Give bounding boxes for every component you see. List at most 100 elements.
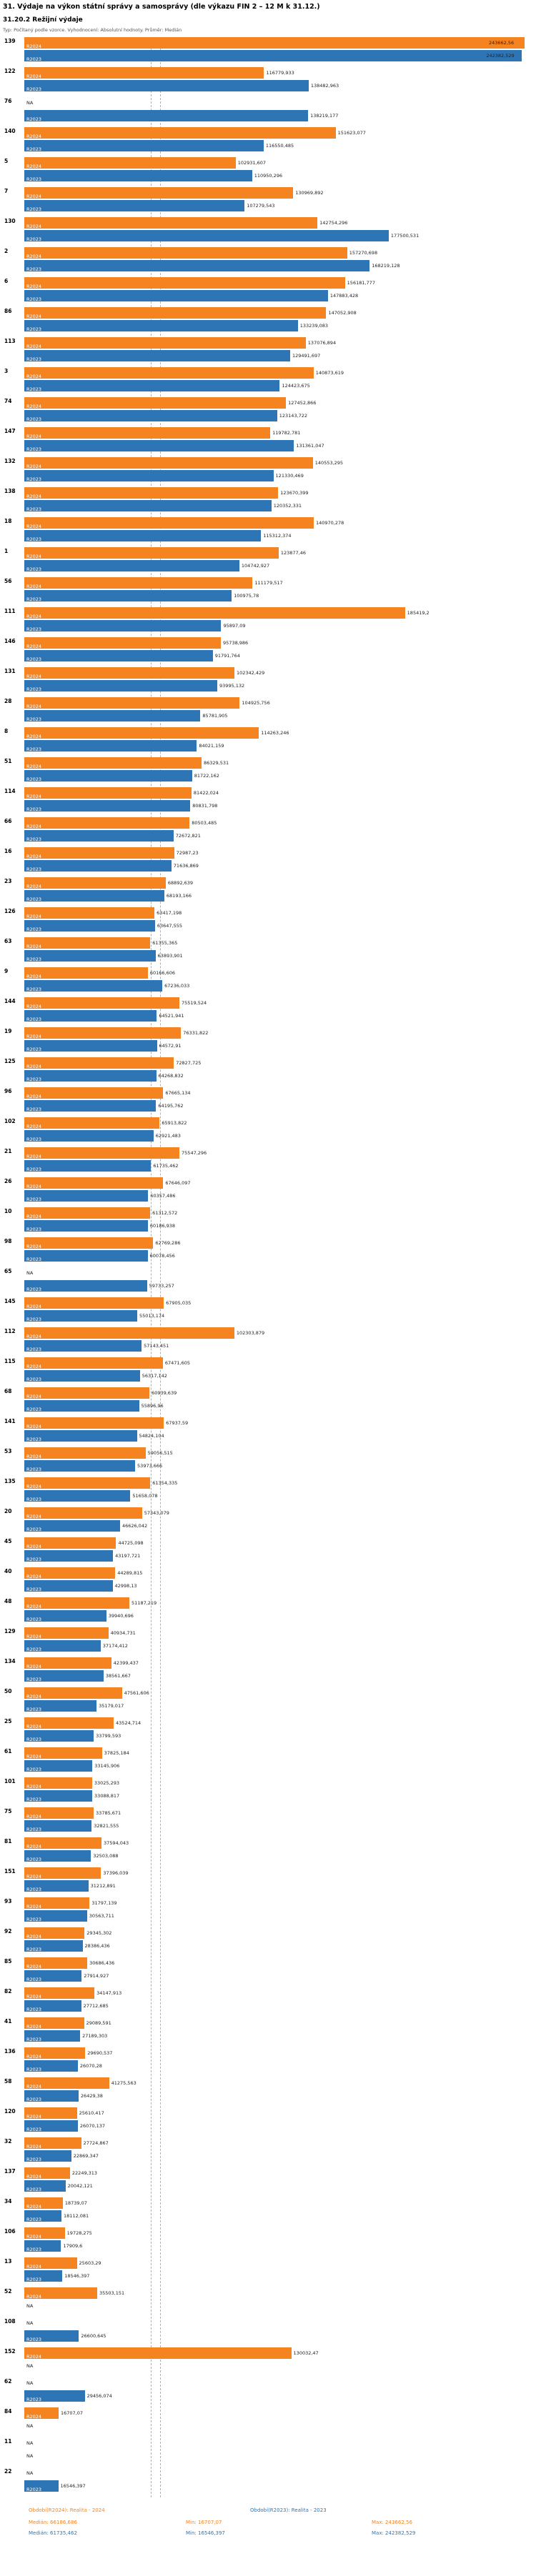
bar-chart: 139 R2024 243662,56 R2023 242382,529 122 R2024… — [0, 37, 536, 2497]
value-label: 63893,901 — [157, 953, 183, 959]
series-tag: R2023 — [26, 2397, 42, 2402]
row-bars: R2024 140553,295 R2023 121330,469 — [24, 457, 536, 487]
value-label: 123877,46 — [280, 550, 307, 556]
bar-track-r2023: R2023 32503,088 — [24, 1850, 536, 1862]
bar-track-r2023: R2023 110950,296 — [24, 170, 536, 181]
value-label: 116550,485 — [265, 143, 294, 149]
row-bars: R2024 34147,913 R2023 27712,685 — [24, 1987, 536, 2017]
bar-r2024: R2024 — [24, 727, 259, 739]
row-id-label: 82 — [4, 1988, 12, 1995]
value-label: 60357,486 — [150, 1193, 176, 1199]
row-id-label: 108 — [4, 2318, 16, 2325]
row-id-label: 85 — [4, 1958, 12, 1965]
bar-r2024: R2024 — [24, 547, 279, 559]
value-label: 16546,397 — [60, 2483, 86, 2489]
bar-r2023: R2023 — [24, 1250, 148, 1262]
chart-row: 66 R2024 80503,485 R2023 72672,821 — [0, 817, 536, 847]
bar-track-r2023: R2023 168219,128 — [24, 260, 536, 271]
series-tag: R2023 — [26, 1257, 42, 1262]
bar-track-r2023: R2023 51658,078 — [24, 1490, 536, 1502]
series-tag: R2023 — [26, 807, 42, 812]
bar-r2024: R2024 — [24, 1567, 116, 1579]
value-label: 61312,572 — [152, 1210, 178, 1216]
bar-track-r2024: R2024 51187,219 — [24, 1597, 536, 1609]
bar-r2024: R2024 — [24, 2047, 86, 2059]
bar-r2023: R2023 — [24, 2000, 81, 2012]
row-id-label: 22 — [4, 2468, 12, 2475]
bar-track-r2023: R2023 115312,374 — [24, 530, 536, 541]
value-label: 104742,927 — [241, 563, 270, 569]
na-label: NA — [26, 1270, 34, 1276]
value-label: 68892,639 — [167, 880, 194, 886]
row-id-label: 101 — [4, 1778, 16, 1784]
row-bars: R2024 33785,671 R2023 32821,555 — [24, 1807, 536, 1837]
bar-track-r2024: R2024 63417,198 — [24, 907, 536, 919]
bar-r2024: R2024 — [24, 1417, 164, 1429]
row-id-label: 75 — [4, 1808, 12, 1814]
bar-track-r2024: R2024 60939,639 — [24, 1387, 536, 1399]
bar-r2024: R2024 — [24, 457, 313, 469]
bar-r2024: R2024 — [24, 1297, 164, 1309]
bar-r2023: R2023 — [24, 1850, 91, 1862]
row-id-label: 21 — [4, 1148, 12, 1154]
row-bars: R2024 67471,605 R2023 56317,142 — [24, 1357, 536, 1387]
bar-r2023: R2023 — [24, 1580, 113, 1592]
bar-r2024: R2024 — [24, 1717, 114, 1729]
value-label: 85781,905 — [202, 713, 228, 719]
value-label: 114263,246 — [261, 730, 289, 736]
bar-track-r2023: R2023 32821,555 — [24, 1820, 536, 1832]
series-tag: R2023 — [26, 2097, 42, 2102]
bar-r2023: R2023 — [24, 2390, 85, 2402]
row-bars: R2024 72987,23 R2023 71636,869 — [24, 847, 536, 877]
row-bars: R2024 151623,077 R2023 116550,485 — [24, 127, 536, 157]
row-id-label: 58 — [4, 2078, 12, 2085]
series-tag: R2024 — [26, 2174, 42, 2179]
value-label: 60078,456 — [149, 1253, 175, 1259]
bar-track-r2024: R2024 86329,531 — [24, 757, 536, 769]
bar-r2024: R2024 — [24, 907, 155, 919]
row-bars: R2024 25610,417 R2023 26070,137 — [24, 2107, 536, 2137]
chart-row: 21 R2024 75547,296 R2023 61735,462 — [0, 1147, 536, 1177]
bar-r2024: R2024 — [24, 1087, 164, 1099]
series-tag: R2023 — [26, 1917, 42, 1922]
series-tag: R2023 — [26, 2007, 42, 2012]
bar-r2024: R2024 — [24, 157, 236, 169]
bar-r2023: R2023 — [24, 2150, 71, 2162]
row-bars: R2024 43524,714 R2023 33799,593 — [24, 1717, 536, 1747]
bar-track-r2024: R2024 95738,986 — [24, 637, 536, 649]
value-label: 138219,177 — [310, 113, 339, 119]
bar-r2023: R2023 — [24, 2030, 81, 2042]
bar-r2023: R2023 — [24, 830, 174, 842]
bar-track-r2023: R2023 20042,121 — [24, 2180, 536, 2192]
row-id-label: 61 — [4, 1748, 12, 1754]
series-tag: R2023 — [26, 2067, 42, 2072]
series-tag: R2024 — [26, 1094, 42, 1099]
row-bars: R2024 62769,286 R2023 60078,456 — [24, 1237, 536, 1267]
bar-track-r2024: R2024 140970,278 — [24, 517, 536, 529]
chart-row: 18 R2024 140970,278 R2023 115312,374 — [0, 517, 536, 547]
bar-track-r2023: R2023 81722,162 — [24, 770, 536, 782]
chart-row: 112 R2024 102303,879 R2023 57143,451 — [0, 1327, 536, 1357]
chart-row: 98 R2024 62769,286 R2023 60078,456 — [0, 1237, 536, 1267]
chart-row: 6 R2024 156181,777 R2023 147883,428 — [0, 277, 536, 307]
bar-r2023: R2023 — [24, 1610, 106, 1622]
bar-track-r2024: R2024 33785,671 — [24, 1807, 536, 1819]
row-bars: R2024 147052,908 R2023 133239,083 — [24, 307, 536, 337]
series-tag: R2023 — [26, 1047, 42, 1052]
row-id-label: 51 — [4, 758, 12, 764]
bar-track-r2023: R2023 28386,436 — [24, 1940, 536, 1952]
row-id-label: 66 — [4, 818, 12, 824]
row-id-label: 25 — [4, 1718, 12, 1724]
value-label: 27712,685 — [83, 2003, 109, 2009]
bar-r2024: R2024 — [24, 2287, 97, 2299]
row-bars: R2024 27724,867 R2023 22869,347 — [24, 2137, 536, 2167]
bar-r2024: R2024 — [24, 2017, 84, 2029]
bar-track-r2023: R2023 95897,09 — [24, 620, 536, 631]
bar-track-r2024: R2024 29345,302 — [24, 1927, 536, 1939]
row-bars: R2024 31797,139 R2023 30563,711 — [24, 1897, 536, 1927]
bar-track-r2023: R2023 107279,543 — [24, 200, 536, 211]
bar-r2023: R2023 — [24, 1010, 157, 1022]
series-tag: R2023 — [26, 1107, 42, 1112]
row-id-label: 136 — [4, 2048, 16, 2055]
row-bars: R2024 22249,313 R2023 20042,121 — [24, 2167, 536, 2197]
